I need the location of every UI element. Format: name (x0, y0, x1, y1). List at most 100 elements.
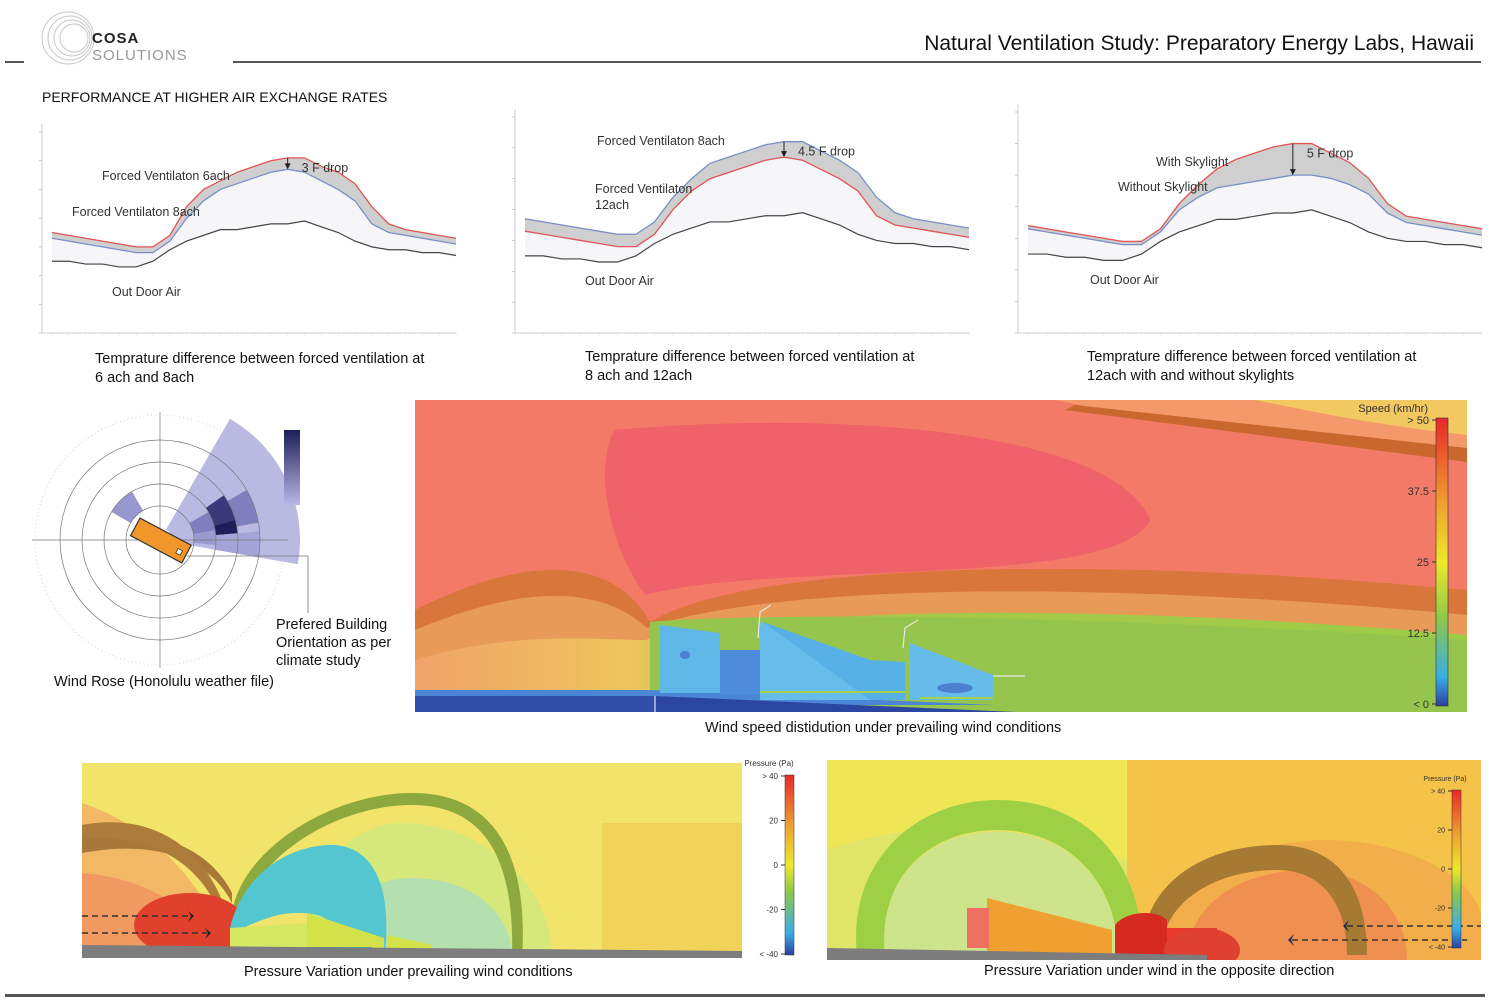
series-label-lower: Forced Ventilaton (595, 182, 692, 196)
chart-caption-1-line1: Temprature difference between forced ven… (95, 351, 425, 367)
legend-tick-label: 0 (774, 861, 779, 870)
chart-caption-2-line1: Temprature difference between forced ven… (585, 349, 915, 365)
chart-caption-2: Temprature difference between forced ven… (585, 348, 914, 386)
wind-rose-petal (178, 622, 240, 663)
wind-rose-petal (52, 594, 124, 657)
series-line-with-skylight (1027, 142, 1483, 243)
series-line-out-door-air (1028, 209, 1483, 261)
band-light (52, 169, 456, 267)
band-difference (1028, 143, 1482, 245)
speed-legend-title: Speed (km/hr) (1358, 403, 1428, 415)
pressure-opposite-panel: Pressure (Pa) > 40 20 0 -20 < -40 (827, 760, 1481, 960)
band-light (1028, 175, 1482, 261)
wind-rose (25, 408, 309, 673)
orientation-annotation-line3: climate study (276, 653, 361, 669)
legend-tick-label: 0 (1441, 866, 1445, 873)
drop-arrow-head (284, 163, 291, 170)
pressure-legend-opposite: Pressure (Pa) > 40 20 0 -20 < -40 (1423, 776, 1466, 951)
series-line-forced-ventilaton-8ach (524, 141, 970, 235)
wind-speed-cfd-panel: Speed (km/hr) > 50 37.5 25 12.5 < 0 (415, 400, 1467, 712)
footer-rule (5, 994, 1485, 997)
logo-wordmark: COSA SOLUTIONS (92, 30, 240, 64)
wind-rose-petal (40, 489, 58, 510)
wind-rose-legend (284, 430, 300, 505)
pressure-legend-opposite-title: Pressure (Pa) (1423, 776, 1466, 783)
series-label-outdoor: Out Door Air (585, 274, 654, 288)
wind-rose-petal (193, 530, 216, 545)
legend-tick-label: -20 (1435, 905, 1445, 912)
header-rule-right (233, 61, 1481, 63)
legend-tick-label: < -40 (1429, 944, 1445, 951)
legend-tick-label: > 50 (1407, 415, 1429, 427)
wind-rose-petal (189, 512, 216, 535)
chart-caption-1-line2: 6 ach and 8ach (95, 370, 195, 386)
band-difference (52, 157, 456, 253)
series-line-forced-ventilaton-12ach (524, 156, 970, 248)
band-light (525, 157, 969, 263)
band-difference (525, 141, 969, 247)
wind-speed-caption: Wind speed distidution under prevailing … (705, 720, 1062, 736)
section-title: PERFORMANCE AT HIGHER AIR EXCHANGE RATES (42, 89, 388, 105)
page-title: Natural Ventilation Study: Preparatory E… (924, 32, 1474, 55)
pressure-prevailing-caption: Pressure Variation under prevailing wind… (244, 964, 573, 980)
speed-legend: Speed (km/hr) > 50 37.5 25 12.5 < 0 (1358, 403, 1449, 711)
drop-arrow-head (781, 151, 787, 158)
orientation-annotation: Prefered Building Orientation as per cli… (276, 616, 391, 670)
cosa-logo: COSA SOLUTIONS (30, 8, 240, 68)
orientation-annotation-line2: Orientation as per (276, 635, 392, 651)
legend-tick-label: 20 (1437, 827, 1445, 834)
wind-rose-petal (78, 496, 100, 514)
series-label-upper: Forced Ventilaton 8ach (597, 134, 725, 148)
logo-suffix: SOLUTIONS (92, 47, 188, 64)
swirl-logo-icon (41, 11, 95, 65)
series-label-outdoor: Out Door Air (1090, 273, 1159, 287)
pressure-legend-prevailing: Pressure (Pa) > 40 20 0 -20 < -40 (745, 757, 800, 962)
drop-label: 4.5 F drop (798, 145, 855, 159)
temperature-chart-6ach-8ach: 3 F drop Forced Ventilaton 6ach Forced Ven… (32, 118, 462, 343)
wind-direction-arrows-opposite (1292, 925, 1481, 941)
series-label-outdoor: Out Door Air (112, 285, 181, 299)
series-label-lower: Without Skylight (1118, 180, 1208, 194)
series-line-without-skylight (1027, 174, 1483, 246)
series-label-lower-line2: 12ach (595, 198, 629, 212)
drop-label: 3 F drop (302, 161, 349, 175)
legend-tick-label: < 0 (1413, 699, 1429, 711)
chart-caption-3-line2: 12ach with and without skylights (1087, 368, 1295, 384)
series-line-forced-ventilaton-8ach (51, 168, 457, 254)
legend-tick-label: < -40 (760, 950, 779, 959)
legend-tick-label: 25 (1417, 557, 1429, 569)
header-rule-left (5, 61, 24, 63)
legend-tick-label: > 40 (762, 772, 778, 781)
legend-tick-label: 12.5 (1408, 628, 1429, 640)
wind-rose-petal (111, 491, 143, 523)
legend-tick-label: 20 (769, 816, 778, 825)
pressure-opposite-caption: Pressure Variation under wind in the opp… (984, 963, 1335, 979)
series-line-out-door-air (52, 220, 457, 268)
series-label-upper: Forced Ventilaton 6ach (102, 169, 230, 183)
wind-direction-arrows (82, 915, 207, 934)
chart-caption-1: Temprature difference between forced ven… (95, 350, 424, 388)
logo-brand: COSA (92, 30, 140, 47)
legend-tick-label: 37.5 (1408, 486, 1429, 498)
series-line-out-door-air (525, 212, 970, 263)
wind-rose-petal (54, 487, 77, 508)
drop-arrow-head (1289, 169, 1296, 176)
chart-caption-3: Temprature difference between forced ven… (1087, 348, 1416, 386)
wind-rose-petal (227, 490, 259, 527)
wind-rose-petal (83, 420, 133, 455)
chart-caption-2-line2: 8 ach and 12ach (585, 368, 693, 384)
series-label-upper: With Skylight (1156, 155, 1229, 169)
series-line-forced-ventilaton-6ach (51, 157, 457, 248)
temperature-chart-8ach-12ach: 4.5 F drop Forced Ventilaton 8ach Forced V… (505, 103, 975, 343)
series-label-lower: Forced Ventilaton 8ach (72, 205, 200, 219)
legend-tick-label: -20 (766, 905, 778, 914)
legend-tick-label: > 40 (1431, 788, 1445, 795)
orientation-annotation-line1: Prefered Building (276, 617, 388, 633)
pressure-prevailing-panel (82, 763, 742, 958)
temperature-chart-skylight: 5 F drop With Skylight Without Skylight Out… (1008, 98, 1488, 343)
drop-label: 5 F drop (1307, 147, 1354, 161)
chart-caption-3-line1: Temprature difference between forced ven… (1087, 349, 1417, 365)
wind-rose-petal (214, 519, 238, 536)
wind-rose-petal (205, 495, 236, 526)
speed-legend-bar (1435, 417, 1449, 707)
